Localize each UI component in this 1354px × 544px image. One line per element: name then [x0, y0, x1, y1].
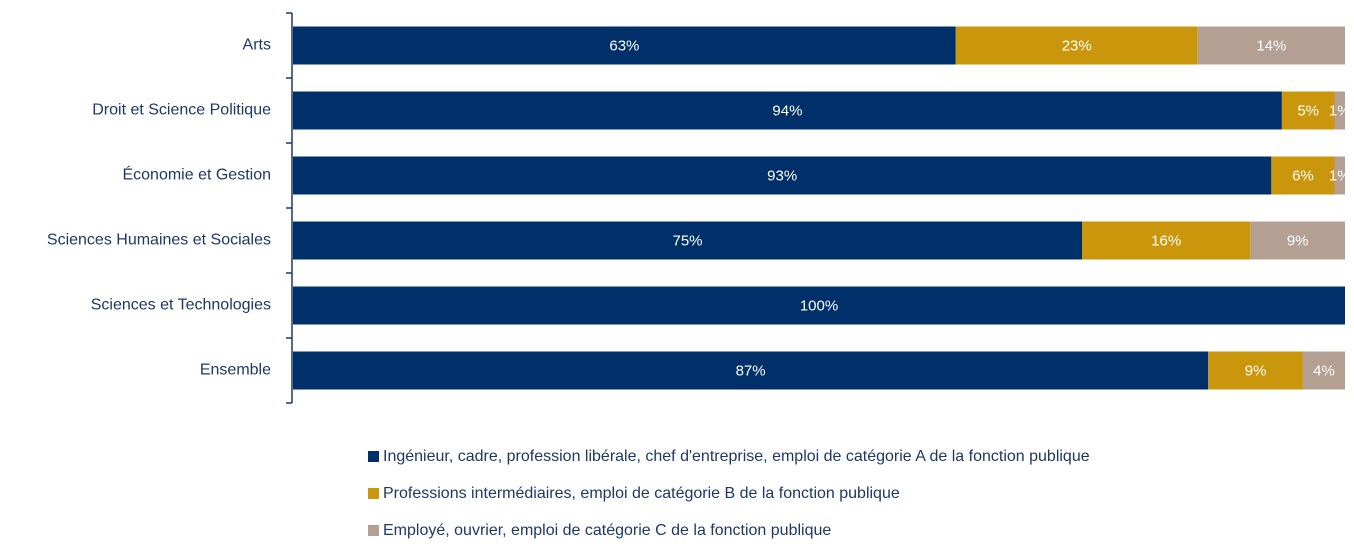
category-label: Économie et Gestion [122, 165, 271, 184]
legend-swatch [368, 488, 379, 499]
bar-segment [1334, 156, 1345, 195]
bar-segment [293, 156, 1272, 195]
value-label: 9% [1245, 362, 1267, 379]
value-label: 14% [1256, 37, 1286, 54]
category-label: Sciences et Technologies [91, 297, 271, 314]
value-label: 94% [772, 102, 802, 119]
category-label: Sciences Humaines et Sociales [47, 232, 271, 249]
category-label: Arts [243, 37, 271, 54]
bar-segment [1082, 221, 1251, 260]
bar-segment [1208, 351, 1303, 390]
bar-segment [1281, 91, 1335, 130]
legend-label: Ingénieur, cadre, profession libérale, c… [383, 448, 1090, 465]
value-label: 9% [1287, 232, 1309, 249]
bar-segment [1197, 26, 1345, 65]
bar-segment [293, 351, 1209, 390]
value-label: 75% [672, 232, 702, 249]
value-label: 1% [1329, 102, 1351, 119]
value-label: 6% [1292, 167, 1314, 184]
value-label: 63% [609, 37, 639, 54]
bar-segment [293, 91, 1282, 130]
bar-segment [293, 286, 1345, 325]
bar-segment [1271, 156, 1335, 195]
value-label: 1% [1329, 167, 1351, 184]
value-label: 16% [1151, 232, 1181, 249]
category-label: Droit et Science Politique [92, 102, 271, 119]
value-label: 4% [1313, 362, 1335, 379]
bar-segment [955, 26, 1198, 65]
bar-segment [1250, 221, 1345, 260]
value-label: 23% [1062, 37, 1092, 54]
value-label: 93% [767, 167, 797, 184]
bar-segment [1302, 351, 1345, 390]
legend-label: Professions intermédiaires, emploi de ca… [383, 485, 900, 502]
value-label: 100% [800, 297, 838, 314]
category-label: Ensemble [200, 362, 271, 379]
legend-swatch [368, 525, 379, 536]
value-label: 5% [1297, 102, 1319, 119]
bar-segment [293, 221, 1082, 260]
bar-segment [1334, 91, 1345, 130]
bar-segment [293, 26, 956, 65]
legend-label: Employé, ouvrier, emploi de catégorie C … [383, 522, 831, 539]
value-label: 87% [736, 362, 766, 379]
legend-swatch [368, 451, 379, 462]
